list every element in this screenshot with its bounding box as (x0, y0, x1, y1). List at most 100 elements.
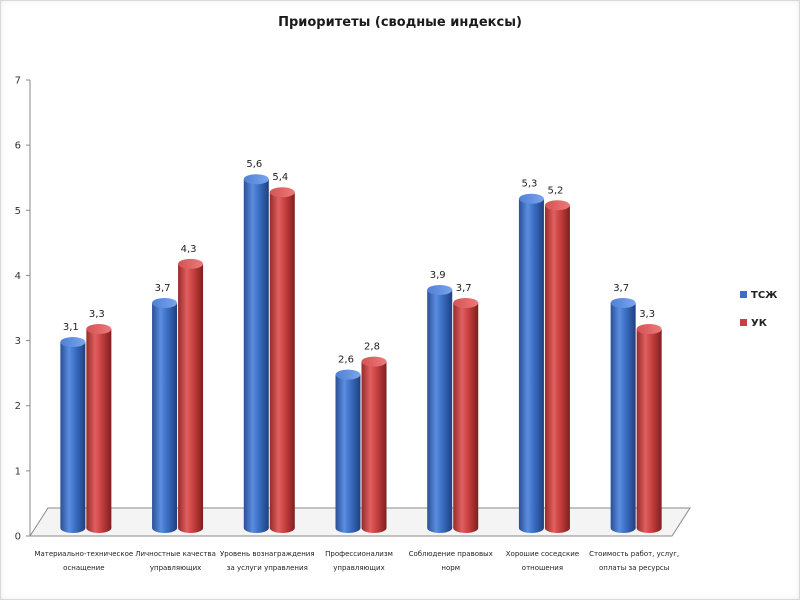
chart-title: Приоритеты (сводные индексы) (278, 15, 522, 30)
bar-bottom (335, 523, 361, 533)
category-label: Личностные качества управляющих (135, 550, 216, 572)
category-label-line: оплаты за ресурсы (599, 564, 669, 572)
bar-body (636, 329, 662, 528)
bar-bottom (243, 523, 269, 533)
data-label: 3,9 (430, 270, 446, 281)
category-label: Материально-техническое оснащение (34, 550, 133, 572)
data-label: 5,6 (246, 159, 262, 170)
bar-body (60, 342, 86, 528)
bar-bottom (178, 523, 204, 533)
bar-ТСЖ-3 (335, 369, 361, 533)
bar-УК-4 (453, 297, 479, 533)
bar-bottom (152, 523, 178, 533)
bar-top (610, 297, 636, 308)
data-label: 3,3 (639, 309, 655, 320)
data-label: 3,7 (613, 283, 629, 294)
category-label-line: управляющих (150, 564, 201, 572)
bar-body (361, 361, 387, 528)
bar-bottom (453, 523, 479, 533)
bar-body (178, 263, 204, 528)
y-tick-label: 3 (15, 336, 21, 347)
bar-top (152, 297, 178, 308)
data-label: 3,7 (456, 283, 472, 294)
data-label: 4,3 (181, 244, 197, 255)
bar-УК-5 (544, 200, 570, 533)
bar-body (86, 329, 112, 528)
category-label: Стоимость работ, услуг, оплаты за ресурсы (589, 550, 679, 572)
bar-bottom (518, 523, 544, 533)
bar-УК-1 (178, 258, 204, 533)
category-label-line: Хорошие соседские (506, 550, 579, 558)
legend-swatch (740, 319, 747, 326)
bar-УК-2 (269, 187, 295, 533)
data-label: 5,2 (547, 185, 563, 196)
bar-top (178, 258, 204, 269)
data-label: 2,6 (338, 355, 354, 366)
bar-bottom (544, 523, 570, 533)
category-label-line: отношения (522, 564, 563, 572)
data-label: 3,3 (89, 309, 105, 320)
category-label-line: Соблюдение правовых (409, 550, 493, 558)
category-label-line: Профессионализм (325, 550, 393, 558)
y-tick-label: 2 (15, 401, 21, 412)
bar-top (453, 297, 479, 308)
category-label: Уровень вознаграждения за услуги управлен… (220, 550, 315, 572)
legend-swatch (740, 291, 747, 298)
bar-ТСЖ-1 (152, 297, 178, 533)
y-tick-label: 6 (15, 141, 21, 152)
data-label: 3,7 (155, 283, 171, 294)
category-label-line: оснащение (63, 564, 104, 572)
legend-label: УК (751, 318, 768, 329)
legend-label: ТСЖ (751, 290, 778, 301)
bar-УК-0 (86, 324, 112, 533)
bar-ТСЖ-5 (518, 193, 544, 533)
bar-ТСЖ-6 (610, 297, 636, 533)
bar-bottom (636, 523, 662, 533)
y-tick-label: 7 (15, 76, 21, 87)
bar-bottom (60, 523, 86, 533)
bar-body (269, 192, 295, 528)
bar-body (335, 374, 361, 528)
bar-ТСЖ-4 (427, 284, 453, 533)
data-labels: 3,1 3,3 3,7 4,3 5,6 5,4 2,6 2,8 3,9 3,7 5,3 5,2 3,7 3… (63, 159, 655, 365)
bar-ТСЖ-2 (243, 174, 269, 533)
bar-УК-6 (636, 324, 662, 533)
data-label: 5,4 (272, 172, 288, 183)
category-label-line: управляющих (333, 564, 384, 572)
category-label-line: Стоимость работ, услуг, (589, 550, 679, 558)
bar-top (86, 324, 112, 335)
data-label: 5,3 (521, 179, 537, 190)
category-label: Хорошие соседские отношения (506, 550, 579, 572)
category-label-line: норм (441, 564, 460, 572)
category-label-line: за услуги управления (227, 564, 308, 572)
bar-top (636, 324, 662, 335)
bar-top (427, 284, 453, 295)
category-label: Профессионализм управляющих (325, 550, 393, 572)
bar-top (518, 193, 544, 204)
bar-top (269, 187, 295, 198)
bar-bottom (610, 523, 636, 533)
category-label-line: Материально-техническое (34, 550, 133, 558)
data-label: 3,1 (63, 322, 79, 333)
bar-body (544, 205, 570, 528)
bar-top (361, 356, 387, 367)
data-label: 2,8 (364, 342, 380, 353)
bar-bottom (269, 523, 295, 533)
bar-body (610, 302, 636, 528)
y-tick-label: 0 (15, 532, 21, 543)
bar-top (243, 174, 269, 185)
y-tick-label: 5 (15, 206, 21, 217)
category-label-line: Личностные качества (135, 550, 216, 558)
bar-body (453, 302, 479, 528)
bar-top (60, 337, 86, 348)
bar-УК-3 (361, 356, 387, 533)
bars (60, 174, 662, 533)
bar-body (427, 289, 453, 528)
category-labels: Материально-техническое оснащение Личностн… (34, 550, 679, 572)
bar-bottom (86, 523, 112, 533)
bar-top (335, 369, 361, 380)
bar-bottom (427, 523, 453, 533)
bar-bottom (361, 523, 387, 533)
bar-body (518, 198, 544, 528)
